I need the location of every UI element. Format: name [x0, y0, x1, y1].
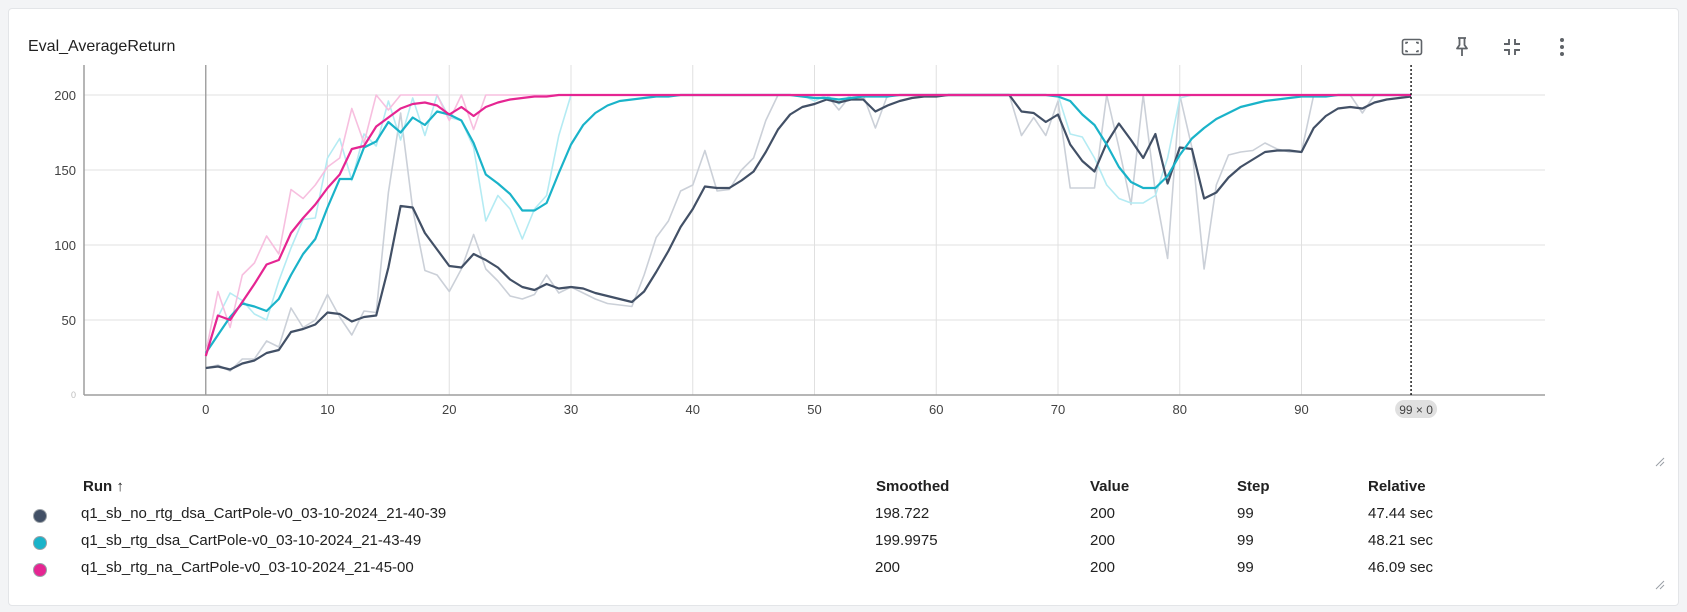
raw-series-line-1: [205, 94, 1412, 354]
header-value[interactable]: Value: [1090, 478, 1130, 495]
collapse-button[interactable]: [1494, 29, 1530, 65]
run-name: q1_sb_rtg_na_CartPole-v0_03-10-2024_21-4…: [81, 559, 414, 576]
relative-time: 47.44 sec: [1368, 505, 1434, 522]
relative-time: 46.09 sec: [1368, 559, 1434, 576]
x-tick-label: 30: [564, 402, 578, 417]
x-tick-label: 70: [1051, 402, 1065, 417]
chart-resize-handle[interactable]: [1655, 454, 1665, 467]
run-name: q1_sb_rtg_dsa_CartPole-v0_03-10-2024_21-…: [81, 532, 422, 549]
smoothed-series-line-0: [205, 93, 1412, 371]
x-tick-label: 80: [1173, 402, 1187, 417]
more-options-button[interactable]: [1544, 29, 1580, 65]
chart-axes: 50 100 150 200 0 0 10 20 30 40 50 60 70 80 90: [54, 65, 1545, 417]
run-color-dot: [33, 563, 47, 577]
y-tick-label: 0: [71, 390, 76, 400]
step: 99: [1237, 532, 1254, 549]
x-tick-label: 20: [442, 402, 456, 417]
header-step[interactable]: Step: [1237, 478, 1270, 495]
chart-grid: [84, 65, 1545, 395]
pin-button[interactable]: [1444, 29, 1480, 65]
table-row: q1_sb_no_rtg_dsa_CartPole-v0_03-10-2024_…: [9, 503, 1678, 532]
x-tick-label: 0: [202, 402, 209, 417]
raw-series-line-0: [205, 94, 1412, 372]
header-relative[interactable]: Relative: [1368, 478, 1426, 495]
value: 200: [1090, 559, 1116, 576]
smoothed-series-line-2: [204, 93, 1412, 357]
header-smoothed[interactable]: Smoothed: [876, 478, 950, 495]
y-tick-label: 50: [62, 313, 76, 328]
smoothed-value: 198.722: [875, 505, 930, 522]
hover-marker: 99 × 0: [1395, 65, 1438, 418]
table-row: q1_sb_rtg_dsa_CartPole-v0_03-10-2024_21-…: [9, 530, 1678, 559]
x-tick-label: 60: [929, 402, 943, 417]
hover-step-badge: [1395, 400, 1438, 418]
raw-series-line-2: [205, 94, 1412, 354]
pin-icon: [1456, 37, 1468, 56]
x-tick-label: 50: [807, 402, 821, 417]
more-vert-icon: [1560, 38, 1564, 56]
run-color-dot: [33, 536, 47, 550]
y-tick-label: 100: [54, 238, 76, 253]
step: 99: [1237, 559, 1254, 576]
y-tick-label: 200: [54, 88, 76, 103]
fit-to-data-icon: [1401, 38, 1423, 56]
table-resize-handle[interactable]: [1655, 577, 1665, 590]
line-chart[interactable]: 50 100 150 200 0 0 10 20 30 40 50 60 70 80 90 99 × 0: [9, 9, 1678, 469]
smoothed-series-line-1: [204, 93, 1412, 354]
value: 200: [1090, 505, 1116, 522]
value: 200: [1090, 532, 1116, 549]
raw-lines: [205, 94, 1412, 372]
relative-time: 48.21 sec: [1368, 532, 1434, 549]
card-title: Eval_AverageReturn: [28, 38, 176, 55]
step: 99: [1237, 505, 1254, 522]
x-tick-label: 40: [686, 402, 700, 417]
smoothed-value: 199.9975: [875, 532, 938, 549]
x-tick-label: 10: [320, 402, 334, 417]
scalar-card: Eval_AverageReturn: [8, 8, 1679, 606]
fit-to-data-button[interactable]: [1394, 29, 1430, 65]
hover-step-label: 99 × 0: [1399, 403, 1433, 417]
collapse-icon: [1504, 39, 1520, 55]
run-color-dot: [33, 509, 47, 523]
run-name: q1_sb_no_rtg_dsa_CartPole-v0_03-10-2024_…: [81, 505, 447, 522]
header-run[interactable]: Run ↑: [83, 478, 124, 495]
y-tick-label: 150: [54, 163, 76, 178]
smoothed-lines: [204, 93, 1412, 371]
smoothed-value: 200: [875, 559, 901, 576]
x-tick-label: 90: [1294, 402, 1308, 417]
table-row: q1_sb_rtg_na_CartPole-v0_03-10-2024_21-4…: [9, 557, 1678, 586]
